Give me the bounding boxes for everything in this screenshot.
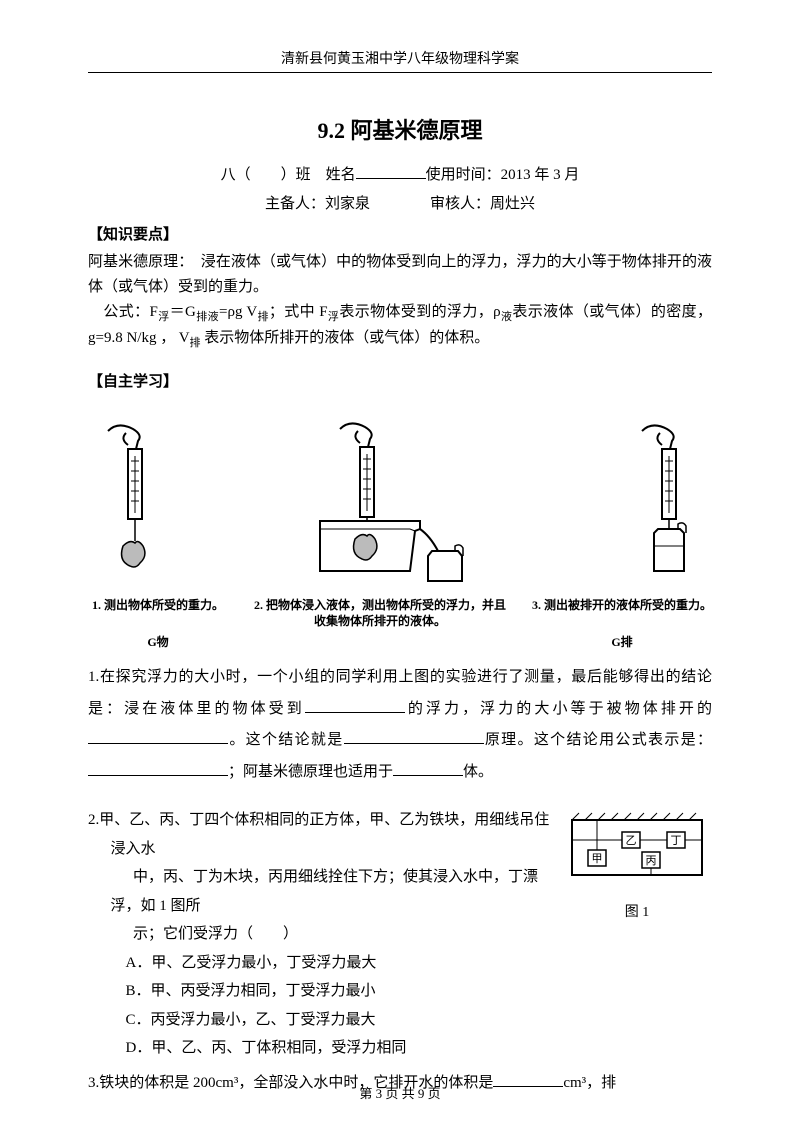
fig1-box-ding: 丁: [671, 835, 682, 847]
document-title: 9.2 阿基米德原理: [88, 113, 712, 145]
t: ；式中 F: [269, 304, 328, 320]
caption-3: 3. 测出被排开的液体所受的重力。: [532, 597, 712, 629]
meta-line-2: 主备人：刘家泉 审核人：周灶兴: [88, 192, 712, 213]
t: 2.甲、乙、丙、丁四个体积相同的正方体，甲、乙为铁块，用细线吊住浸入水: [88, 812, 549, 857]
sub: 排: [190, 337, 201, 349]
page-footer: 第 3 页 共 9 页: [0, 1083, 800, 1102]
diagram-3: [622, 421, 712, 591]
option-d[interactable]: D．甲、乙、丙、丁体积相同，受浮力相同: [126, 1034, 713, 1063]
section-self-head: 【自主学习】: [88, 370, 712, 391]
option-b[interactable]: B．甲、丙受浮力相同，丁受浮力最小: [126, 977, 713, 1006]
t: 原理。这个结论用公式表示是：: [484, 732, 712, 748]
g-wu-label: G物: [88, 633, 228, 650]
blank[interactable]: [344, 729, 484, 744]
caption-2: 2. 把物体浸入液体，测出物体所受的浮力，并且收集物体所排开的液体。: [250, 597, 510, 629]
blank[interactable]: [305, 698, 405, 713]
option-c[interactable]: C．丙受浮力最小，乙、丁受浮力最大: [126, 1006, 713, 1035]
caption-1: 1. 测出物体所受的重力。: [88, 597, 228, 629]
sub: 排: [257, 311, 269, 323]
sub: 液: [501, 311, 513, 323]
t: 公式：F: [88, 304, 158, 320]
t: =ρg V: [219, 304, 257, 320]
question-1: 1.在探究浮力的大小时，一个小组的同学利用上图的实验进行了测量，最后能够得出的结…: [88, 662, 712, 788]
figure-1: 乙 丁 甲 丙 图 1: [562, 810, 712, 926]
page-header: 清新县何黄玉湘中学八年级物理科学案: [88, 48, 712, 68]
fig1-box-bing: 丙: [646, 855, 657, 867]
t: ；阿基米德原理也适用于: [228, 764, 393, 780]
sub: 浮: [158, 311, 170, 323]
diagram-1: [88, 421, 178, 591]
t: 的浮力，浮力的大小等于被物体排开的: [405, 701, 712, 717]
g-pai-label: G排: [532, 633, 712, 650]
blank[interactable]: [88, 729, 228, 744]
option-a[interactable]: A．甲、乙受浮力最小，丁受浮力最大: [126, 949, 713, 978]
blank[interactable]: [393, 761, 463, 776]
section-knowledge-head: 【知识要点】: [88, 223, 712, 244]
fig1-box-yi: 乙: [626, 834, 637, 847]
knowledge-para-2: 公式：F浮＝G排液=ρg V排；式中 F浮表示物体受到的浮力，ρ液表示液体（或气…: [88, 300, 712, 352]
t: ＝G: [170, 304, 196, 320]
fig1-box-jia: 甲: [592, 853, 603, 865]
meta-line-1: 八（ ）班 姓名 使用时间：2013 年 3 月: [88, 163, 712, 184]
t: 体。: [463, 764, 493, 780]
t: 中，丙、丁为木块，丙用细线拴住下方；使其浸入水中，丁漂浮，如 1 图所: [111, 869, 539, 914]
header-rule: [88, 72, 712, 73]
t: 。这个结论就是: [228, 732, 344, 748]
figure-1-label: 图 1: [562, 900, 712, 927]
blank[interactable]: [88, 761, 228, 776]
diagram-row: [88, 411, 712, 591]
knowledge-para-1: 阿基米德原理： 浸在液体（或气体）中的物体受到向上的浮力，浮力的大小等于物体排开…: [88, 250, 712, 300]
caption-sub-row: G物 G排: [88, 633, 712, 650]
blank-name[interactable]: [356, 164, 426, 179]
question-2: 乙 丁 甲 丙 图 1 2.甲、乙、丙、丁四个体积相同的正方体，甲、乙为铁块，用…: [88, 806, 712, 1063]
meta-prefix: 八（ ）班 姓名: [221, 167, 356, 183]
sub: 浮: [328, 311, 340, 323]
meta-suffix: 使用时间：2013 年 3 月: [426, 167, 580, 183]
t: 表示物体所排开的液体（或气体）的体积。: [201, 330, 490, 346]
t: 表示物体受到的浮力，ρ: [339, 304, 500, 320]
caption-row: 1. 测出物体所受的重力。 2. 把物体浸入液体，测出物体所受的浮力，并且收集物…: [88, 597, 712, 629]
q2-options: A．甲、乙受浮力最小，丁受浮力最大 B．甲、丙受浮力相同，丁受浮力最小 C．丙受…: [88, 949, 712, 1063]
diagram-2: [280, 421, 520, 591]
sub: 排液: [196, 311, 219, 323]
t: 示；它们受浮力（ ）: [111, 926, 299, 942]
